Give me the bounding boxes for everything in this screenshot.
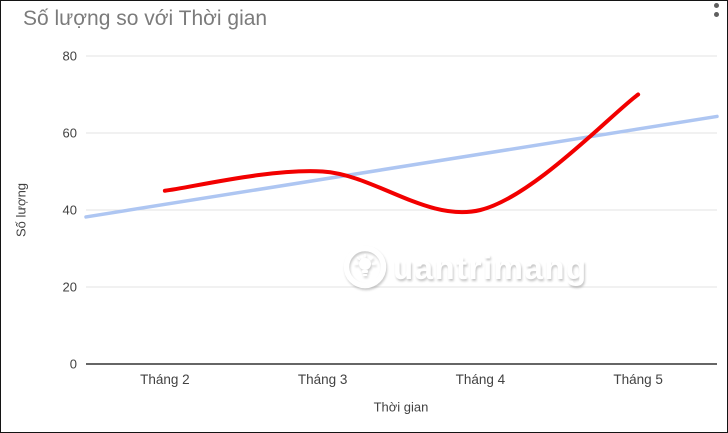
y-tick-label: 60 bbox=[63, 126, 77, 141]
x-axis-title: Thời gian bbox=[373, 399, 429, 415]
y-tick-label: 40 bbox=[63, 203, 77, 218]
chart-title: Số lượng so với Thời gian bbox=[23, 7, 268, 30]
chart-menu-icon[interactable] bbox=[713, 2, 720, 18]
y-tick-label: 80 bbox=[63, 49, 77, 64]
x-tick-label: Tháng 5 bbox=[613, 372, 663, 387]
menu-dot bbox=[714, 12, 719, 17]
data-series-line bbox=[162, 92, 641, 215]
y-tick-label: 0 bbox=[70, 357, 77, 372]
x-tick-label: Tháng 2 bbox=[140, 372, 190, 387]
trendline-series bbox=[84, 114, 719, 219]
menu-dot bbox=[714, 3, 719, 8]
x-tick-label: Tháng 4 bbox=[456, 372, 506, 387]
y-tick-label: 20 bbox=[63, 280, 77, 295]
x-tick-label: Tháng 3 bbox=[298, 372, 348, 387]
y-axis-title: Số lượng bbox=[13, 182, 29, 238]
